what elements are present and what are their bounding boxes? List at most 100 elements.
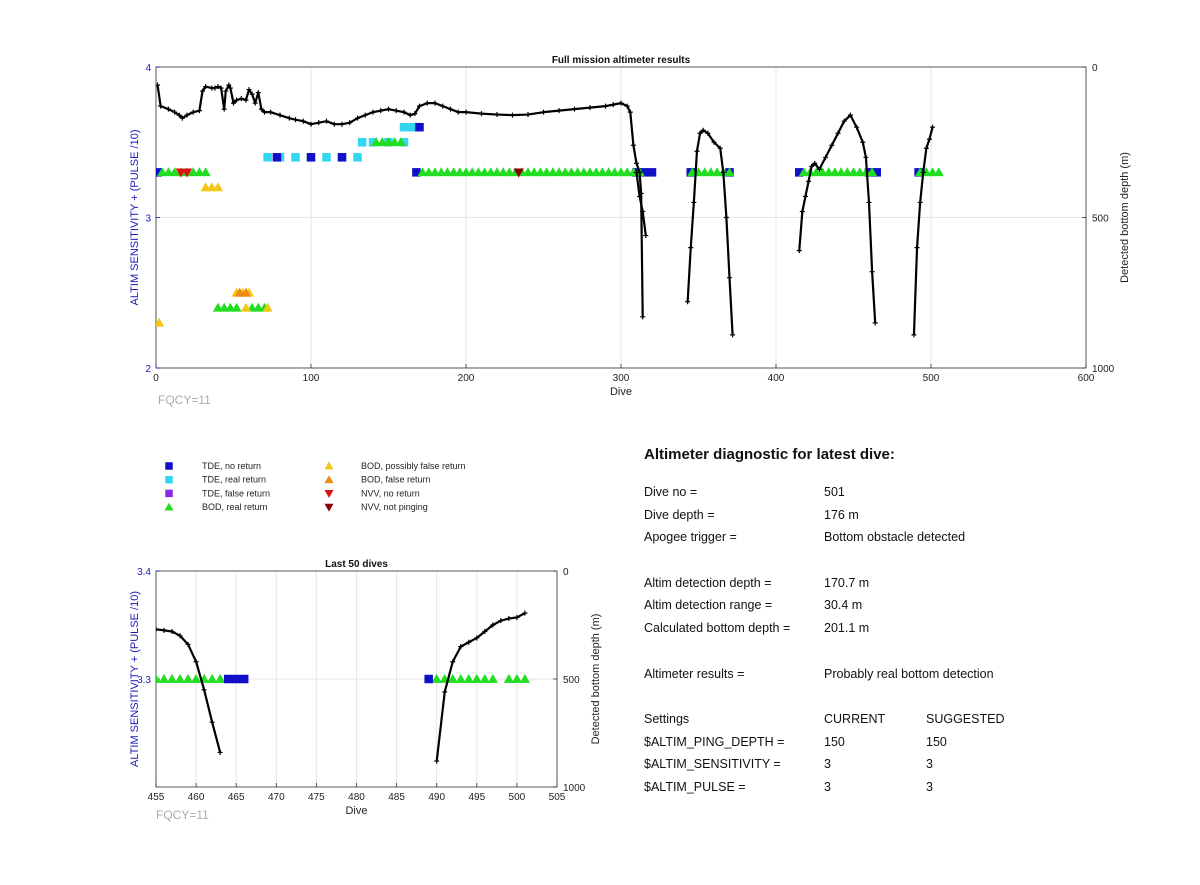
depth-point	[498, 618, 504, 624]
depth-point	[860, 139, 866, 145]
bod-real-return-marker	[200, 167, 211, 177]
tde-real-return-marker	[368, 138, 378, 147]
apogee-value: Bottom obstacle detected	[824, 530, 966, 545]
depth-point	[355, 115, 360, 121]
tde-no-return-marker	[647, 168, 657, 177]
depth-point	[179, 115, 185, 121]
depth-point	[700, 127, 706, 133]
depth-point	[223, 88, 229, 94]
depth-point	[920, 169, 926, 175]
bod-real-return-marker	[463, 673, 474, 683]
depth-point	[193, 659, 199, 665]
depth-point	[522, 610, 528, 616]
tde-no-return-marker	[415, 122, 424, 132]
tde-real-return-marker	[357, 138, 367, 147]
depth-point	[277, 112, 283, 118]
depth-point	[196, 108, 202, 114]
y2-axis-label: Detected bottom depth (m)	[1119, 152, 1131, 283]
depth-point	[723, 215, 729, 220]
bod-real-return-marker	[471, 673, 482, 683]
x-tick-label: 0	[153, 373, 159, 384]
depth-point	[234, 97, 240, 103]
depth-point	[926, 136, 932, 142]
bod-real-return-marker	[182, 673, 194, 683]
depth-line	[686, 129, 734, 335]
depth-point	[572, 106, 577, 112]
x-tick-label: 400	[768, 373, 785, 384]
setting-name: $ALTIM_SENSITIVITY =	[644, 757, 781, 772]
bod-real-return-marker	[479, 673, 490, 683]
depth-point	[243, 97, 249, 103]
setting-suggested: 150	[926, 734, 947, 749]
tde-real-return-marker	[399, 138, 409, 147]
legend-label: NVV, no return	[361, 488, 420, 498]
calc-depth-value: 201.1 m	[824, 621, 870, 636]
tde-real-return-marker	[399, 122, 409, 132]
depth-point	[630, 142, 636, 148]
y2-tick-label: 0	[1092, 63, 1098, 74]
y2-tick-label: 500	[563, 675, 580, 686]
tde-real-return-marker	[407, 122, 416, 132]
bod-real-return-marker	[431, 673, 442, 683]
suggested-label: SUGGESTED	[926, 711, 1005, 726]
settings-header-row: Settings CURRENT SUGGESTED	[644, 712, 1164, 735]
tde-real-return-marker	[353, 153, 362, 162]
depth-point	[176, 112, 182, 118]
depth-point	[634, 169, 639, 175]
depth-point	[156, 626, 159, 632]
x-tick-label: 490	[428, 792, 445, 803]
depth-point	[458, 644, 464, 650]
depth-point	[730, 332, 736, 338]
legend-label: BOD, real return	[202, 502, 268, 512]
depth-point	[316, 120, 322, 126]
x-tick-label: 505	[549, 792, 566, 803]
y2-tick-label: 1000	[563, 783, 586, 794]
depth-point	[339, 121, 345, 127]
depth-point	[835, 130, 841, 136]
bod-real-return-marker	[174, 673, 186, 683]
x-tick-label: 460	[188, 792, 205, 803]
calc-depth-row: Calculated bottom depth = 201.1 m	[644, 621, 1164, 644]
depth-point	[293, 117, 298, 123]
depth-point	[872, 320, 878, 326]
depth-point	[169, 628, 175, 634]
depth-point	[448, 106, 453, 112]
depth-point	[688, 245, 694, 251]
depth-point	[556, 108, 562, 114]
bod-possibly-false-marker	[240, 302, 251, 312]
depth-point	[847, 112, 853, 118]
depth-point	[262, 109, 267, 115]
depth-point	[525, 112, 531, 118]
depth-point	[624, 103, 630, 109]
bod-real-return-marker	[447, 673, 458, 683]
depth-point	[474, 635, 480, 641]
tde-no-return-marker	[872, 168, 881, 177]
plot-area	[156, 610, 531, 764]
chart-title: Full mission altimeter results	[552, 55, 691, 66]
setting-current: 3	[824, 757, 831, 772]
tde-no-return-marker	[239, 674, 249, 684]
depth-point	[190, 109, 196, 115]
depth-line	[912, 126, 934, 335]
depth-point	[434, 758, 440, 764]
depth-point	[432, 100, 438, 106]
diagnostic-panel: Altimeter diagnostic for latest dive: Di…	[644, 446, 1164, 803]
depth-point	[510, 112, 515, 118]
depth-point	[212, 85, 218, 91]
depth-point	[450, 659, 456, 665]
depth-point	[854, 124, 860, 130]
legend-label: TDE, false return	[202, 488, 270, 498]
det-depth-value: 170.7 m	[824, 575, 870, 590]
depth-point	[231, 100, 236, 106]
bod-real-return-marker	[933, 167, 944, 177]
legend-label: BOD, false return	[361, 475, 431, 485]
x-axis-label: Dive	[345, 805, 367, 817]
depth-point	[466, 639, 472, 645]
nvv-not-pinging-legend-marker	[324, 503, 334, 512]
setting-suggested: 3	[926, 757, 933, 772]
main-chart: 0 100 200 300 400 500 600 2 3 4 1000 500 0 Full missi…	[129, 55, 1131, 398]
depth-point	[386, 106, 391, 112]
det-range-label: Altim detection range =	[644, 598, 773, 613]
results-label: Altimeter results =	[644, 666, 745, 681]
bod-real-return-marker	[166, 673, 178, 683]
